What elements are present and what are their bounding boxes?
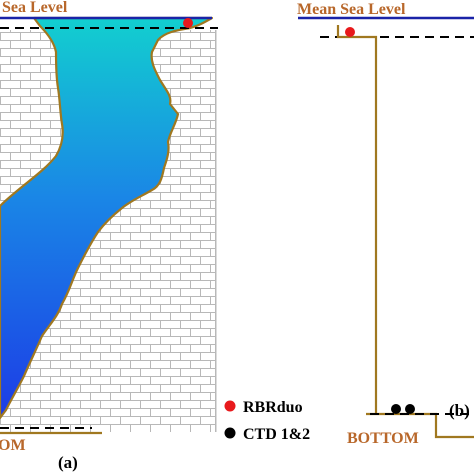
panel-b: Mean Sea Level BOTTOM (b) [297,1,474,447]
black-dot-icon [224,427,236,439]
sea-level-label-b: Mean Sea Level [297,1,406,18]
legend: RBRduo CTD 1&2 [224,399,310,443]
panel-label-a: (a) [58,453,78,472]
legend-label-rbrduo: RBRduo [243,399,303,416]
rbrduo-sensor-b [345,27,355,37]
cave-water [0,16,214,420]
panel-a: Sea Level OM (a) [0,0,218,472]
sea-level-label-a: Sea Level [2,0,68,16]
brick-rock-right-edge [215,30,217,432]
bottom-label-a: OM [0,437,26,454]
red-dot-icon [224,400,236,412]
rbrduo-sensor-a [183,18,193,28]
legend-label-ctd: CTD 1&2 [243,426,310,443]
panel-label-b: (b) [449,401,470,420]
ctd-sensor-2 [405,404,415,414]
bottom-label-b: BOTTOM [347,430,419,447]
borehole-outline-b [336,25,378,414]
ctd-sensor-1 [391,404,401,414]
